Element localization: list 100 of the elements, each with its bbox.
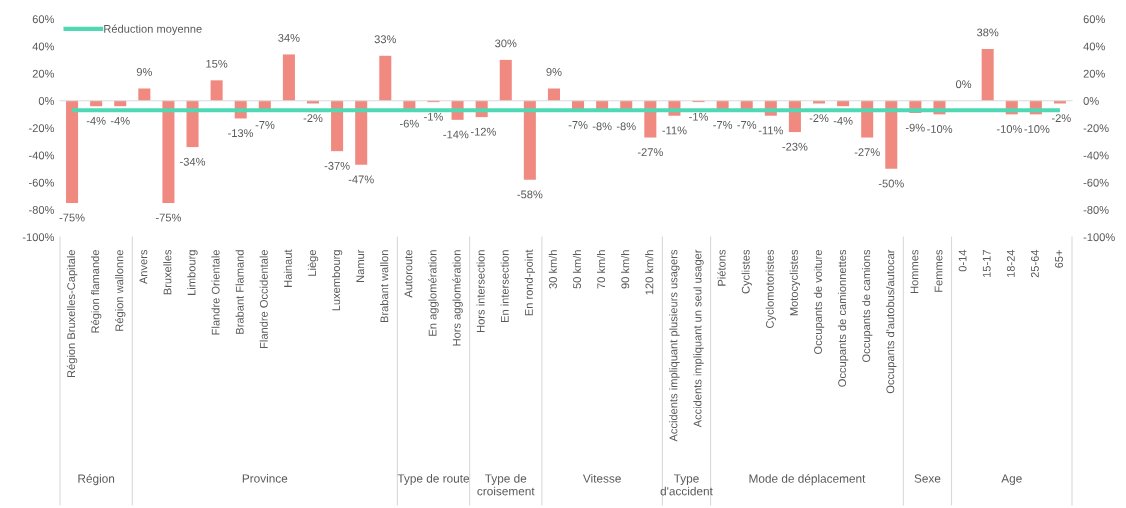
x-tick-label: En rond-point [524, 249, 536, 316]
x-tick-label: 50 km/h [572, 250, 582, 289]
y2-tick-label: 40% [1083, 42, 1105, 51]
text: Mode de déplacement [749, 474, 866, 486]
bar [186, 100, 199, 148]
x-tick-label: Autoroute [404, 249, 413, 298]
x-tick-label: Hors intersection [476, 250, 485, 332]
text: Province [242, 474, 288, 483]
data-label: -1% [689, 112, 709, 121]
data-label: -4% [110, 116, 130, 125]
x-tick-label: Hainaut [283, 249, 292, 287]
x-tick-label: 90 km/h [621, 250, 630, 289]
x-tick-label: Région flamande [90, 249, 102, 333]
bar [837, 100, 850, 107]
y2-tick-label: -80% [1083, 206, 1109, 214]
x-tick-label: Luxembourg [331, 250, 343, 311]
data-label: 33% [374, 35, 397, 44]
text: Age [1001, 474, 1022, 486]
y2-tick-label: 60% [1083, 15, 1105, 24]
x-tick-label: Accidents impliquant plusieurs usagers [669, 249, 680, 442]
y-tick-label: -80% [29, 206, 55, 214]
text: Vitesse [582, 474, 621, 483]
x-tick-label: Hors agglomération [452, 250, 463, 346]
y-tick-label: 20% [32, 69, 55, 78]
data-label: -7% [713, 121, 733, 129]
data-label: -34% [180, 157, 206, 166]
y-tick-label: -60% [29, 178, 55, 187]
data-label: -58% [517, 190, 543, 199]
data-label: 38% [976, 28, 999, 37]
y-tick-label: 60% [32, 15, 55, 24]
data-label: -9% [905, 123, 925, 132]
bar [138, 88, 151, 101]
x-tick-label: En agglomération [428, 250, 439, 336]
data-label: -11% [662, 126, 687, 135]
x-tick-label: Cyclomotoristes [765, 249, 776, 328]
data-label: -4% [833, 116, 853, 125]
data-label: -37% [324, 161, 350, 170]
data-label: -50% [878, 179, 904, 188]
x-tick-label: Région Bruxelles-Capitale [66, 249, 78, 378]
y2-tick-label: -100% [1083, 233, 1115, 242]
bar [981, 48, 994, 101]
data-label: -8% [616, 122, 636, 131]
x-tick-label: Occupants de camionnettes [837, 249, 849, 387]
x-tick-label: Occupants de voiture [813, 249, 825, 354]
data-label: -47% [348, 175, 374, 184]
x-tick-label: Namur [356, 249, 365, 282]
data-label: -27% [854, 148, 880, 157]
y-tick-label: 0% [38, 97, 55, 105]
x-tick-label: Accidents impliquant un seul usager [693, 249, 704, 428]
y2-tick-label: 0% [1083, 97, 1099, 105]
x-tick-label: 0-14 [958, 249, 967, 272]
y-tick-label: -20% [29, 124, 55, 133]
y2-tick-label: -40% [1083, 151, 1109, 160]
x-tick-label: Piétons [717, 249, 726, 286]
x-tick-label: Limbourg [187, 250, 198, 295]
data-label: -8% [592, 122, 612, 131]
data-label: -7% [255, 121, 275, 129]
data-label: -2% [809, 114, 829, 123]
legend-label: Réduction moyenne [104, 24, 202, 36]
x-tick-label: Bruxelles [163, 249, 172, 295]
data-label: -12% [470, 127, 496, 136]
data-label: 9% [136, 68, 152, 76]
data-label: 30% [495, 39, 517, 48]
data-label: -7% [737, 121, 757, 129]
bar [523, 100, 536, 180]
x-tick-label: 30 km/h [548, 250, 557, 289]
bar [282, 54, 295, 101]
bar [66, 100, 79, 203]
x-tick-label: 70 km/h [596, 250, 606, 289]
bar [885, 100, 898, 169]
x-tick-label: Anvers [139, 249, 148, 285]
y2-tick-label: 20% [1083, 69, 1105, 78]
data-label: -75% [59, 213, 85, 222]
y2-tick-label: -60% [1083, 178, 1109, 187]
data-label: 9% [546, 68, 562, 76]
x-tick-label: Femmes [934, 249, 943, 292]
x-tick-label: En intersection [500, 250, 509, 323]
data-label: -11% [758, 126, 783, 135]
bar [499, 59, 512, 101]
x-tick-label: Liège [307, 249, 319, 276]
data-label: -14% [443, 130, 469, 139]
x-tick-label: Brabant Flamand [235, 250, 244, 334]
data-label: -10% [927, 125, 953, 133]
data-label: 15% [206, 59, 228, 68]
data-label: -27% [637, 148, 663, 157]
bar [547, 88, 560, 101]
data-label: -1% [424, 112, 443, 121]
data-label: -6% [399, 119, 419, 128]
x-tick-label: Hommes [910, 249, 919, 294]
text: Type de route [397, 474, 470, 486]
bar [90, 100, 103, 107]
y-tick-label: -40% [29, 151, 55, 160]
bar [210, 80, 223, 101]
data-label: -10% [996, 125, 1022, 133]
text: Région [78, 474, 115, 486]
x-tick-label: 65+ [1055, 250, 1063, 268]
data-label: 0% [955, 80, 972, 89]
data-label: -75% [155, 213, 181, 222]
x-tick-label: Brabant wallon [380, 250, 389, 323]
text: Sexe [914, 474, 941, 483]
